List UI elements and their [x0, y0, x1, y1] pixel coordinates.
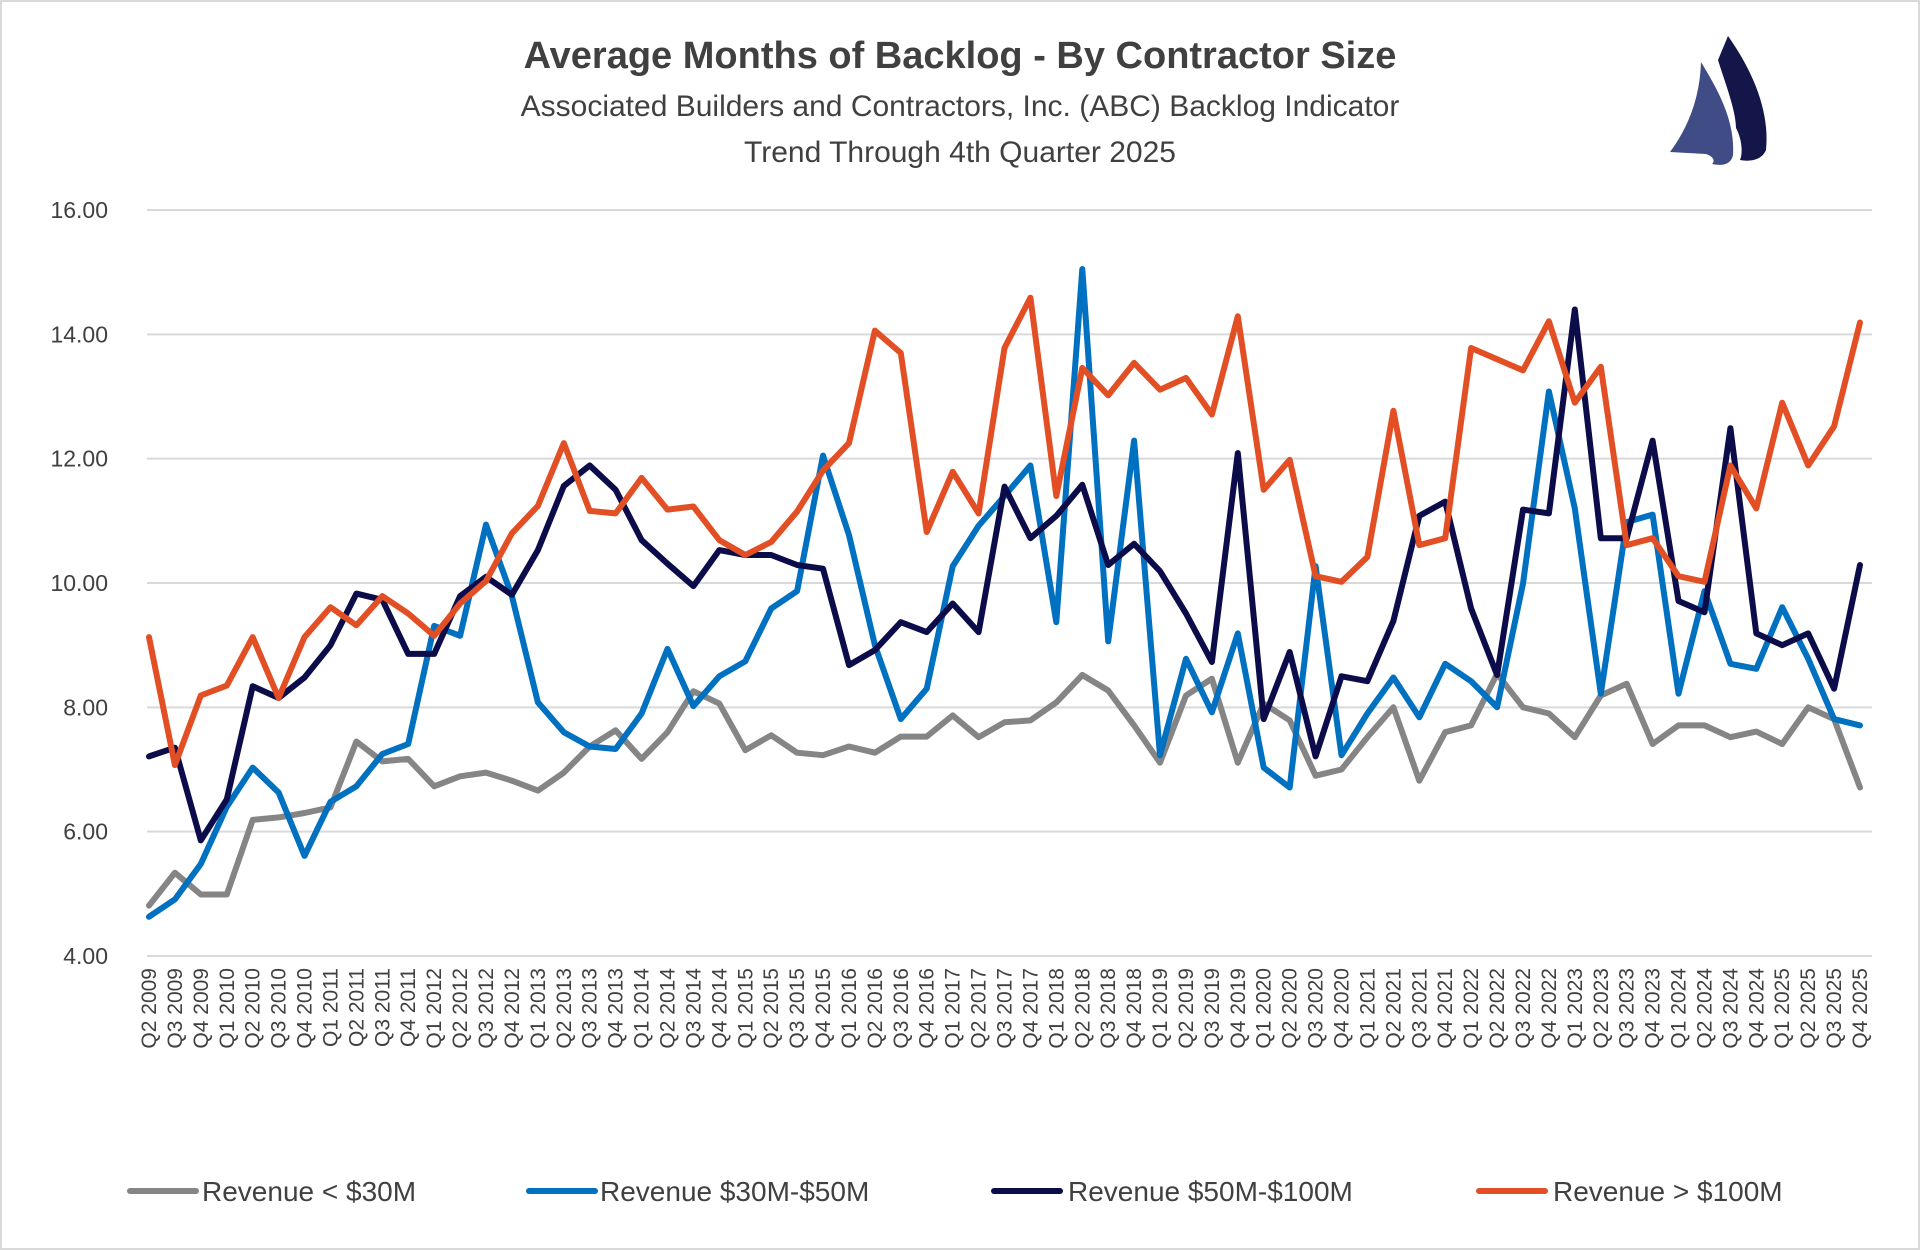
- x-tick-label: Q3 2013: [579, 968, 602, 1049]
- y-tick-label: 8.00: [63, 694, 108, 720]
- series-lines: [146, 266, 1863, 920]
- legend-label: Revenue $30M-$50M: [600, 1176, 869, 1207]
- x-tick-label: Q1 2024: [1668, 968, 1691, 1049]
- x-tick-label: Q3 2012: [475, 968, 498, 1049]
- x-tick-label: Q2 2023: [1590, 968, 1613, 1049]
- x-tick-label: Q3 2017: [994, 968, 1017, 1049]
- x-tick-label: Q1 2013: [527, 968, 550, 1049]
- x-tick-label: Q1 2014: [631, 968, 654, 1049]
- x-tick-label: Q3 2018: [1097, 968, 1120, 1049]
- legend-item: Revenue > $100M: [1476, 1176, 1783, 1207]
- logo-sail-front: [1670, 62, 1734, 165]
- x-tick-label: Q4 2018: [1123, 968, 1146, 1049]
- y-tick-label: 12.00: [50, 446, 108, 472]
- x-tick-label: Q1 2019: [1149, 968, 1172, 1049]
- legend-item: Revenue $30M-$50M: [526, 1176, 869, 1207]
- x-tick-label: Q2 2017: [968, 968, 991, 1049]
- series-line-3: [146, 294, 1863, 769]
- x-tick-label: Q3 2025: [1823, 968, 1846, 1049]
- x-tick-label: Q4 2025: [1849, 968, 1872, 1049]
- x-tick-label: Q2 2016: [864, 968, 887, 1049]
- x-tick-label: Q3 2015: [786, 968, 809, 1049]
- series-line-0: [146, 670, 1863, 909]
- x-tick-label: Q2 2011: [345, 968, 368, 1047]
- sailboat-logo-icon: [1670, 36, 1767, 165]
- x-tick-label: Q1 2015: [734, 968, 757, 1049]
- x-tick-label: Q4 2023: [1642, 968, 1665, 1049]
- y-axis-ticks: 4.00 6.00 8.00 10.00 12.00 14.00 16.00: [50, 197, 108, 969]
- legend-item: Revenue < $30M: [127, 1176, 416, 1207]
- x-tick-label: Q4 2016: [916, 968, 939, 1049]
- x-tick-label: Q2 2018: [1071, 968, 1094, 1049]
- chart-subtitle: Associated Builders and Contractors, Inc…: [521, 90, 1400, 123]
- x-tick-label: Q4 2012: [501, 968, 524, 1049]
- x-axis-ticks: Q2 2009 Q3 2009 Q4 2009 Q1 2010 Q2 2010 Q3 20…: [138, 968, 1872, 1049]
- x-tick-label: Q2 2009: [138, 968, 161, 1049]
- x-tick-label: Q4 2022: [1538, 968, 1561, 1049]
- x-tick-label: Q3 2010: [268, 968, 291, 1049]
- logo-sail-back: [1718, 36, 1767, 161]
- x-tick-label: Q3 2019: [1201, 968, 1224, 1049]
- x-tick-label: Q1 2025: [1771, 968, 1794, 1049]
- x-tick-label: Q4 2020: [1331, 968, 1354, 1049]
- x-tick-label: Q2 2015: [760, 968, 783, 1049]
- x-tick-label: Q3 2009: [164, 968, 187, 1049]
- x-tick-label: Q3 2014: [682, 968, 705, 1049]
- x-tick-label: Q2 2024: [1693, 968, 1716, 1049]
- y-tick-label: 4.00: [63, 943, 108, 969]
- x-tick-label: Q2 2013: [553, 968, 576, 1049]
- x-tick-label: Q1 2020: [1253, 968, 1276, 1049]
- x-tick-label: Q2 2012: [449, 968, 472, 1049]
- x-tick-label: Q2 2019: [1175, 968, 1198, 1049]
- x-tick-label: Q2 2010: [242, 968, 265, 1049]
- x-tick-label: Q4 2010: [294, 968, 317, 1049]
- x-tick-label: Q4 2009: [190, 968, 213, 1049]
- x-tick-label: Q2 2022: [1486, 968, 1509, 1049]
- x-tick-label: Q4 2024: [1745, 968, 1768, 1049]
- legend-label: Revenue < $30M: [202, 1176, 416, 1207]
- legend-label: Revenue $50M-$100M: [1068, 1176, 1353, 1207]
- x-tick-label: Q1 2017: [942, 968, 965, 1049]
- legend-label: Revenue > $100M: [1553, 1176, 1783, 1207]
- y-tick-label: 14.00: [50, 321, 108, 347]
- x-tick-label: Q1 2011: [319, 968, 342, 1047]
- x-tick-label: Q4 2013: [605, 968, 628, 1049]
- x-tick-label: Q1 2016: [838, 968, 861, 1049]
- x-tick-label: Q1 2023: [1564, 968, 1587, 1049]
- x-tick-label: Q2 2014: [656, 968, 679, 1049]
- x-tick-label: Q1 2022: [1460, 968, 1483, 1049]
- x-tick-label: Q3 2020: [1305, 968, 1328, 1049]
- x-tick-label: Q4 2017: [1019, 968, 1042, 1049]
- x-tick-label: Q3 2011: [371, 968, 394, 1047]
- y-tick-label: 16.00: [50, 197, 108, 223]
- legend: Revenue < $30M Revenue $30M-$50M Revenue $…: [127, 1176, 1783, 1207]
- x-tick-label: Q1 2021: [1356, 968, 1379, 1049]
- x-tick-label: Q3 2016: [890, 968, 913, 1049]
- x-tick-label: Q3 2021: [1408, 968, 1431, 1049]
- x-tick-label: Q4 2014: [708, 968, 731, 1049]
- x-tick-label: Q4 2015: [812, 968, 835, 1049]
- chart-title: Average Months of Backlog - By Contracto…: [524, 35, 1397, 77]
- x-tick-label: Q4 2019: [1227, 968, 1250, 1049]
- x-tick-label: Q3 2022: [1512, 968, 1535, 1049]
- series-line-2: [146, 306, 1863, 844]
- x-tick-label: Q1 2012: [423, 968, 446, 1049]
- x-tick-label: Q1 2018: [1045, 968, 1068, 1049]
- x-tick-label: Q3 2024: [1719, 968, 1742, 1049]
- x-tick-label: Q4 2011: [397, 968, 420, 1047]
- gridlines: [147, 209, 1872, 957]
- y-tick-label: 6.00: [63, 819, 108, 845]
- x-tick-label: Q2 2021: [1382, 968, 1405, 1049]
- x-tick-label: Q3 2023: [1616, 968, 1639, 1049]
- y-tick-label: 10.00: [50, 570, 108, 596]
- x-tick-label: Q2 2025: [1797, 968, 1820, 1049]
- x-tick-label: Q2 2020: [1279, 968, 1302, 1049]
- x-tick-label: Q1 2010: [216, 968, 239, 1049]
- x-tick-label: Q4 2021: [1434, 968, 1457, 1049]
- chart-subtitle-2: Trend Through 4th Quarter 2025: [744, 136, 1176, 169]
- legend-item: Revenue $50M-$100M: [991, 1176, 1353, 1207]
